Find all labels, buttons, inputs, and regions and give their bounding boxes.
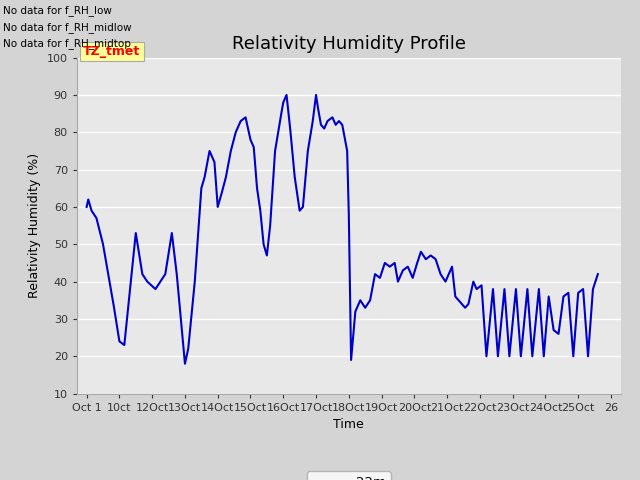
Text: No data for f_RH_midlow: No data for f_RH_midlow	[3, 22, 132, 33]
Title: Relativity Humidity Profile: Relativity Humidity Profile	[232, 35, 466, 53]
Legend: 22m: 22m	[307, 471, 391, 480]
Text: TZ_tmet: TZ_tmet	[83, 45, 140, 58]
X-axis label: Time: Time	[333, 418, 364, 431]
Y-axis label: Relativity Humidity (%): Relativity Humidity (%)	[28, 153, 41, 298]
Text: No data for f_RH_low: No data for f_RH_low	[3, 5, 112, 16]
Text: No data for f_RH_midtop: No data for f_RH_midtop	[3, 38, 131, 49]
